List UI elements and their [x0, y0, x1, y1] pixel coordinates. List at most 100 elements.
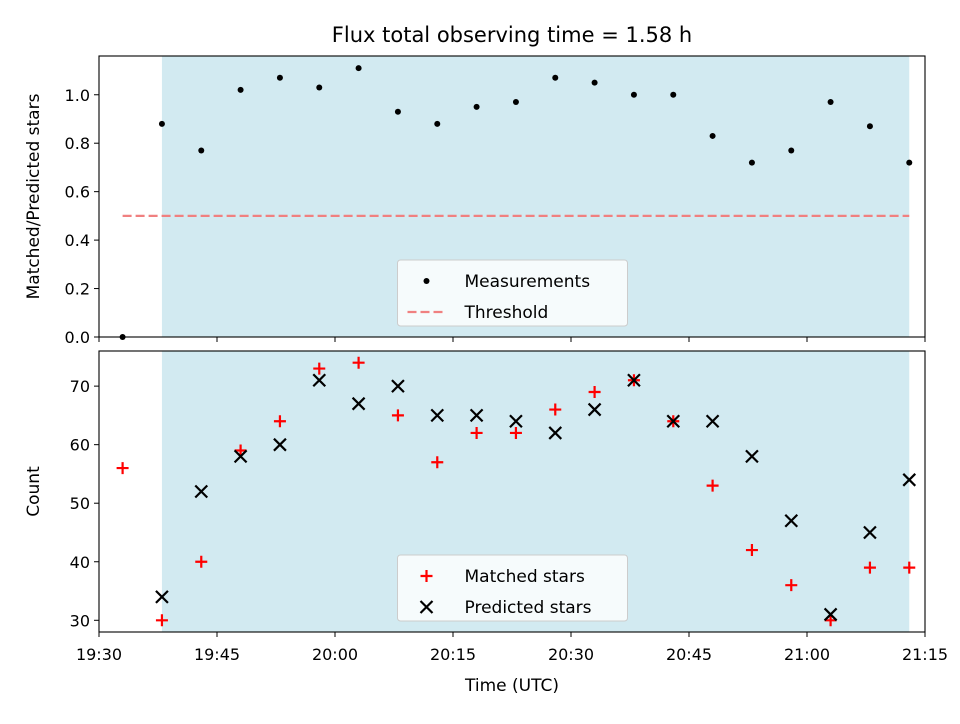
legend-marker — [420, 570, 433, 582]
data-point — [509, 414, 523, 429]
legend: Matched stars Predicted stars — [397, 554, 628, 622]
data-point — [430, 408, 445, 423]
data-point — [155, 614, 168, 627]
legend-label: Matched stars — [465, 567, 585, 587]
legend-label: Threshold — [464, 303, 549, 323]
data-point — [352, 356, 365, 369]
data-point — [784, 513, 799, 528]
y-tick-label: 0.8 — [65, 134, 90, 153]
data-point — [745, 544, 758, 557]
y-tick-label: 60 — [70, 436, 90, 455]
data-point — [591, 79, 598, 86]
y-tick-label: 30 — [70, 611, 90, 630]
data-point — [195, 555, 208, 568]
data-point — [316, 84, 323, 91]
y-axis-label: Matched/Predicted stars — [24, 93, 44, 299]
series-predicted-stars — [155, 373, 917, 622]
y-tick-label: 1.0 — [65, 86, 90, 105]
legend-box — [397, 554, 628, 622]
data-point — [312, 373, 327, 388]
x-tick-label: 19:30 — [76, 645, 122, 664]
data-point — [469, 408, 484, 423]
y-tick-label: 0.2 — [65, 280, 90, 299]
data-point — [666, 414, 681, 429]
plot-frame — [98, 350, 926, 633]
data-point — [630, 91, 637, 98]
data-point — [745, 449, 759, 464]
data-point — [473, 103, 480, 110]
legend-label: Predicted stars — [465, 598, 592, 618]
legend-marker — [423, 278, 430, 284]
data-point — [709, 132, 716, 139]
data-point — [785, 579, 798, 592]
data-point — [548, 426, 563, 440]
data-point — [788, 147, 795, 154]
y-tick-label: 0.6 — [65, 183, 90, 202]
data-point — [588, 385, 601, 398]
plot-frame — [98, 55, 926, 338]
legend-label: Measurements — [465, 272, 591, 292]
data-point — [276, 74, 283, 81]
data-point — [903, 561, 916, 574]
data-point — [509, 426, 522, 439]
data-point — [155, 590, 169, 604]
data-point — [391, 379, 405, 393]
data-point — [470, 426, 483, 439]
data-point — [431, 456, 444, 469]
data-point — [273, 415, 286, 428]
data-point — [394, 108, 401, 115]
data-point — [233, 449, 248, 464]
series-matched-stars — [116, 356, 916, 627]
x-tick-label: 20:15 — [430, 645, 476, 664]
data-point — [355, 65, 362, 72]
x-tick-label: 20:30 — [548, 645, 594, 664]
legend-box — [397, 259, 628, 327]
data-point — [391, 409, 404, 422]
data-point — [194, 484, 209, 499]
data-point — [705, 414, 720, 429]
data-point — [866, 123, 873, 130]
y-tick-label: 50 — [70, 494, 90, 513]
data-point — [627, 373, 641, 388]
chart-title: Flux total observing time = 1.58 h — [332, 23, 692, 47]
data-point — [116, 462, 129, 475]
data-point — [823, 607, 838, 622]
data-point — [198, 147, 205, 154]
x-tick-label: 20:45 — [666, 645, 712, 664]
data-point — [158, 120, 165, 127]
data-point — [434, 120, 441, 127]
y-tick-label: 0.0 — [65, 328, 90, 347]
data-point — [552, 74, 559, 81]
data-point — [351, 396, 366, 411]
data-point — [670, 91, 677, 98]
x-tick-label: 19:45 — [194, 645, 240, 664]
y-axis-label: Count — [24, 466, 44, 517]
panel-top: 0.0 0.2 0.4 0.6 0.8 1.0 Matched/Predicted star… — [24, 55, 926, 347]
data-point — [824, 614, 837, 627]
x-axis-label: Time (UTC) — [464, 676, 559, 696]
data-point — [313, 362, 326, 375]
data-point — [706, 479, 719, 492]
data-point — [863, 561, 876, 574]
data-point — [906, 159, 913, 166]
data-point — [512, 99, 519, 106]
legend: Measurements Threshold — [397, 259, 628, 327]
y-tick-label: 40 — [70, 553, 90, 572]
data-point — [549, 403, 562, 416]
legend-marker — [419, 600, 434, 614]
y-tick-label: 0.4 — [65, 231, 90, 250]
panel-bottom: 30 40 50 60 70 19:30 19:45 20:00 20:15 20:30 20:45… — [24, 350, 948, 696]
data-point — [902, 473, 917, 487]
data-point — [237, 86, 244, 93]
series-measurements — [119, 65, 913, 340]
data-point — [234, 444, 247, 457]
x-tick-label: 20:00 — [312, 645, 358, 664]
data-point — [863, 525, 877, 540]
data-point — [587, 402, 602, 417]
y-tick-label: 70 — [70, 377, 90, 396]
x-tick-label: 21:00 — [784, 645, 830, 664]
data-point — [827, 99, 834, 106]
data-point — [273, 437, 287, 452]
